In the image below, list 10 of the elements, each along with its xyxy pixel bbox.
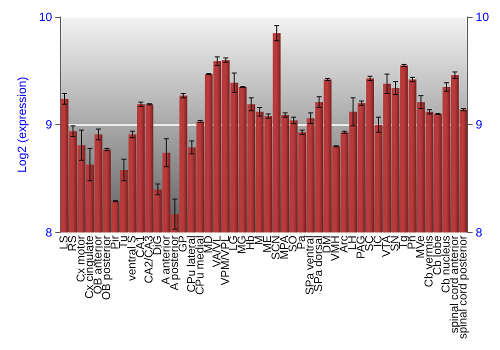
y2-tick-label: 10 (476, 10, 490, 24)
y-tick-label: 9 (46, 118, 53, 132)
y-tick-label: 10 (38, 10, 53, 24)
y-axis-title: Log2 (expression) (15, 76, 29, 173)
y-tick-label: 8 (46, 225, 53, 240)
y2-tick-label: 8 (476, 225, 483, 240)
x-tick-label: spinal cord posterior (457, 235, 470, 340)
y2-tick-label: 9 (476, 118, 483, 132)
x-tick-label: OB posterior (100, 235, 113, 300)
x-tick-label: A posterior (168, 235, 181, 290)
